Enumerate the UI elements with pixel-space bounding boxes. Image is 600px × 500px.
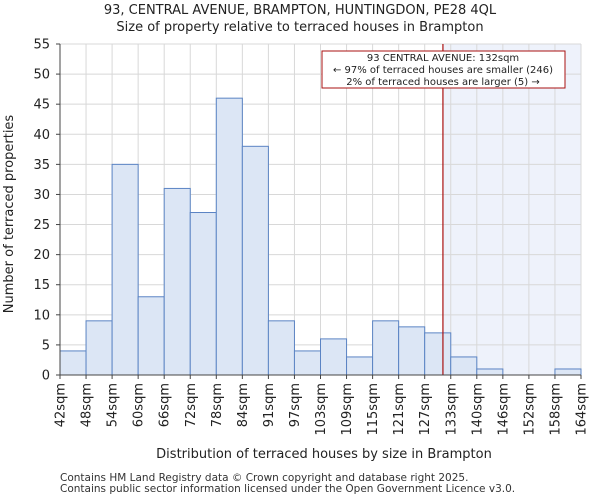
x-tick-label: 66sqm	[158, 383, 173, 427]
x-tick-label: 158sqm	[548, 383, 563, 436]
annotation-line-2: ← 97% of terraced houses are smaller (24…	[333, 65, 553, 76]
histogram-bar	[424, 332, 452, 376]
annotation-line-3: 2% of terraced houses are larger (5) →	[346, 77, 540, 88]
y-tick-label: 40	[33, 128, 50, 143]
footer-copyright: Contains HM Land Registry data © Crown c…	[60, 472, 469, 484]
x-tick-label: 78sqm	[210, 383, 225, 427]
x-tick-label: 109sqm	[340, 383, 355, 436]
x-tick-label: 103sqm	[314, 383, 329, 436]
y-tick-label: 20	[33, 248, 50, 263]
y-tick-label: 10	[33, 308, 50, 323]
histogram-bar	[267, 320, 295, 376]
histogram-chart: 0 5 10 15 20 25 30 35 40 45 50 55 42sqm 48sqm 54sqm 60s…	[2, 38, 590, 463]
y-tick-label: 35	[33, 158, 50, 173]
histogram-bar	[476, 368, 504, 376]
x-tick-label: 54sqm	[106, 383, 121, 427]
histogram-bar	[398, 326, 426, 376]
x-axis-label: Distribution of terraced houses by size …	[156, 447, 492, 462]
y-tick-label: 25	[33, 218, 50, 233]
y-tick-label: 0	[42, 369, 50, 384]
x-tick-label: 140sqm	[470, 383, 485, 436]
annotation-box: 93 CENTRAL AVENUE: 132sqm ← 97% of terra…	[321, 50, 566, 89]
x-tick-label: 42sqm	[54, 383, 69, 427]
y-tick-label: 50	[33, 68, 50, 83]
histogram-bar	[111, 163, 139, 376]
x-tick-label: 152sqm	[522, 383, 537, 436]
chart-subtitle: Size of property relative to terraced ho…	[116, 20, 484, 35]
x-tick-label: 121sqm	[392, 383, 407, 436]
highlight-region	[442, 44, 581, 375]
y-tick-label: 5	[42, 338, 50, 353]
x-tick-label: 164sqm	[575, 383, 590, 436]
annotation-line-1: 93 CENTRAL AVENUE: 132sqm	[367, 53, 519, 64]
x-tick-label: 60sqm	[132, 383, 147, 427]
histogram-bar	[189, 212, 217, 376]
histogram-bar	[215, 97, 243, 376]
x-tick-label: 146sqm	[496, 383, 511, 436]
x-tick-label: 133sqm	[444, 383, 459, 436]
footer-licence: Contains public sector information licen…	[60, 483, 516, 495]
x-tick-label: 97sqm	[288, 383, 303, 427]
histogram-bar	[372, 320, 400, 376]
x-tick-label: 91sqm	[262, 383, 277, 427]
y-tick-label: 45	[33, 98, 50, 113]
x-tick-label: 48sqm	[80, 383, 95, 427]
histogram-bar	[85, 320, 113, 376]
x-tick-label: 127sqm	[418, 383, 433, 436]
histogram-bar	[346, 356, 374, 376]
y-tick-label: 30	[33, 188, 50, 203]
histogram-bar	[554, 368, 582, 376]
histogram-bar	[293, 350, 322, 376]
histogram-bar	[137, 296, 165, 376]
chart-title: 93, CENTRAL AVENUE, BRAMPTON, HUNTINGDON…	[103, 3, 497, 18]
histogram-bar	[450, 356, 478, 376]
histogram-bar	[241, 145, 269, 376]
x-tick-label: 115sqm	[366, 383, 381, 436]
y-tick-label: 15	[33, 278, 50, 293]
histogram-bar	[59, 350, 87, 376]
x-tick-label: 72sqm	[184, 383, 199, 427]
y-tick-label: 55	[33, 38, 50, 53]
y-axis-label: Number of terraced properties	[2, 115, 17, 314]
histogram-bar	[320, 338, 348, 376]
histogram-bar	[163, 187, 191, 376]
x-tick-label: 84sqm	[236, 383, 251, 427]
